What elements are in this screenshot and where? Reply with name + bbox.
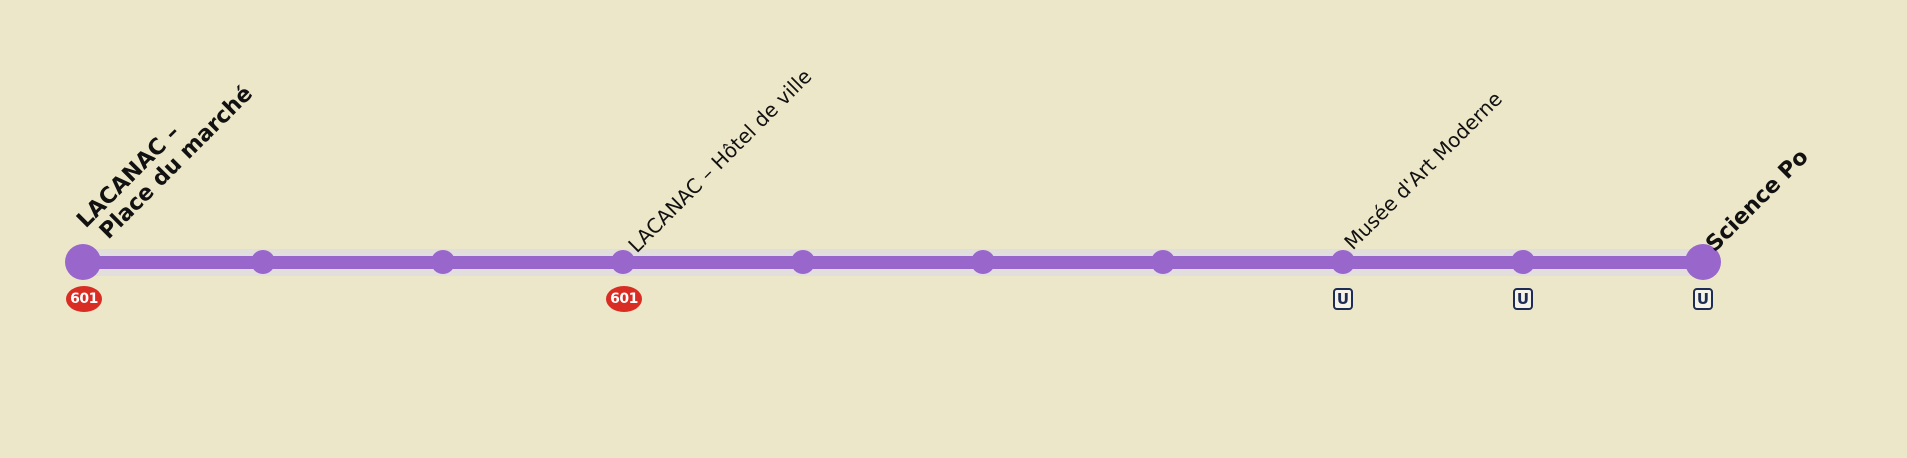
stop-label-lacanac-place-du-marche: LACANAC – Place du marché	[73, 65, 258, 250]
route-track	[82, 256, 1702, 269]
stop-label-lacanac-hotel-de-ville: LACANAC – Hôtel de ville	[624, 65, 816, 257]
bus-601-badge: 601	[606, 286, 642, 312]
stop-dot-6	[971, 250, 995, 274]
stop-dot-9	[1511, 250, 1535, 274]
stop-dot-3	[431, 250, 455, 274]
stop-label-science-po: Science Po	[1702, 145, 1814, 257]
stop-dot-lacanac-hotel-de-ville	[611, 250, 635, 274]
stop-dot-musee-art-moderne	[1331, 250, 1355, 274]
stop-dot-lacanac-place-du-marche	[65, 244, 101, 280]
metro-u-badge: U	[1513, 288, 1533, 310]
stop-label-line-2: Place du marché	[90, 82, 258, 250]
bus-601-badge: 601	[66, 286, 102, 312]
stop-label-line-1: Musée d'Art Moderne	[1340, 87, 1506, 253]
stop-label-line-1: Science Po	[1702, 145, 1814, 257]
stop-dot-7	[1151, 250, 1175, 274]
stop-label-line-1: LACANAC –	[73, 65, 241, 233]
stop-label-line-1: LACANAC – Hôtel de ville	[624, 65, 816, 257]
stop-dot-5	[791, 250, 815, 274]
stop-label-musee-art-moderne: Musée d'Art Moderne	[1340, 87, 1506, 253]
stop-dot-2	[251, 250, 275, 274]
metro-u-badge: U	[1693, 288, 1713, 310]
metro-u-badge: U	[1333, 288, 1353, 310]
